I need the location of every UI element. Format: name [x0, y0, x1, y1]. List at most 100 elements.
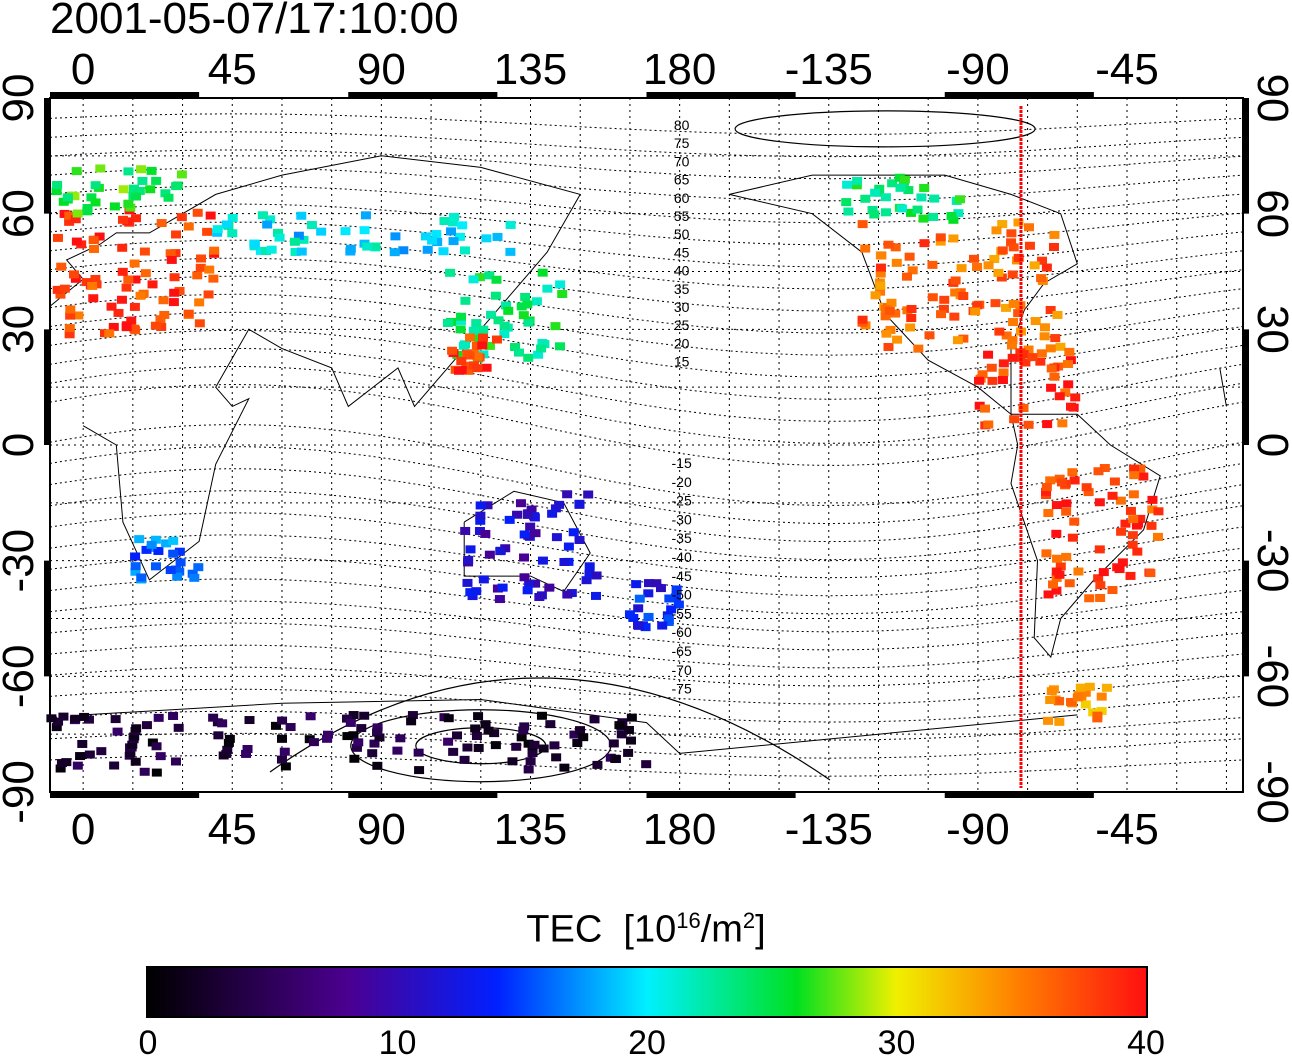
tec-cell	[894, 173, 905, 182]
tec-cell	[1013, 309, 1024, 318]
tec-cell	[64, 330, 75, 339]
tec-cell	[1054, 570, 1065, 579]
tec-cell	[670, 593, 681, 602]
contour-label: 70	[674, 153, 690, 169]
tec-cell	[1092, 711, 1103, 720]
tec-cell	[1065, 402, 1076, 411]
tec-cell	[1066, 697, 1077, 706]
lon-tick-label-bottom: 180	[643, 805, 716, 854]
tec-cell	[578, 733, 589, 742]
tec-cell	[495, 547, 506, 556]
tec-cell	[852, 176, 863, 185]
tec-cell	[1116, 527, 1127, 536]
tec-cell	[121, 283, 132, 292]
colorbar-tick-label: 40	[1127, 1024, 1165, 1062]
tec-cell	[51, 187, 62, 196]
tec-cell	[168, 549, 179, 558]
contour-label: 80	[674, 117, 690, 133]
tec-cell	[906, 304, 917, 313]
tec-cell	[484, 550, 495, 559]
tec-cell	[1054, 696, 1065, 705]
tec-cell	[345, 718, 356, 727]
tec-cell	[174, 567, 185, 576]
tec-cell	[370, 242, 381, 251]
lon-tick-label-top: -90	[946, 45, 1010, 94]
tec-cell	[65, 311, 76, 320]
tec-cell	[998, 359, 1009, 368]
tec-cell	[857, 220, 868, 229]
tec-cell	[481, 363, 492, 372]
colorbar-title-main: TEC	[526, 908, 603, 951]
tec-cell	[52, 180, 63, 189]
tec-cell	[244, 716, 255, 725]
tec-cell	[939, 295, 950, 304]
tec-cell	[1056, 478, 1067, 487]
tec-cell	[1020, 358, 1031, 367]
tec-cell	[413, 748, 424, 757]
contour-label: 60	[674, 190, 690, 206]
tec-cell	[1006, 229, 1017, 238]
lon-tick-label-bottom: 90	[357, 805, 406, 854]
tec-cell	[581, 576, 592, 585]
tec-cell	[113, 308, 124, 317]
tec-cell	[369, 739, 380, 748]
tec-cell	[1152, 532, 1163, 541]
tec-cell	[222, 745, 233, 754]
tec-cell	[518, 726, 529, 735]
tec-cell	[927, 260, 938, 269]
tec-cell	[448, 218, 459, 227]
tec-cell	[989, 254, 1000, 263]
magnetic-contour	[49, 446, 1243, 524]
tec-region-antarctic-peninsula	[1043, 682, 1112, 726]
tec-cell	[155, 752, 166, 761]
tec-cell	[901, 272, 912, 281]
tec-cell	[461, 361, 472, 370]
tec-cell	[1080, 700, 1091, 709]
magnetic-contour	[49, 311, 1243, 378]
tec-cell	[537, 556, 548, 565]
tec-cell	[169, 288, 180, 297]
tec-cell	[1098, 568, 1109, 577]
tec-cell	[90, 274, 101, 283]
tec-cell	[145, 185, 156, 194]
tec-cell	[991, 226, 1002, 235]
tec-cell	[279, 747, 290, 756]
tec-cell	[147, 280, 158, 289]
tec-cell	[96, 747, 107, 756]
tec-cell	[155, 315, 166, 324]
tec-cell	[880, 193, 891, 202]
tec-cell	[1096, 692, 1107, 701]
tec-cell	[533, 350, 544, 359]
colorbar-tick-label: 20	[628, 1024, 666, 1062]
tec-cell	[1041, 487, 1052, 496]
tec-cell	[130, 562, 141, 571]
tec-cell	[666, 605, 677, 614]
tec-cell	[520, 292, 531, 301]
tec-cell	[125, 748, 136, 757]
tec-cell	[1093, 467, 1104, 476]
tec-cell	[420, 232, 431, 241]
tec-cell	[904, 252, 915, 261]
colorbar-tick-label: 30	[877, 1024, 916, 1062]
tec-cell	[1045, 695, 1056, 704]
tec-cell	[150, 535, 161, 544]
tec-cell	[1046, 383, 1057, 392]
tec-cell	[88, 236, 99, 245]
tec-cell	[987, 376, 998, 385]
tec-cell	[475, 501, 486, 510]
tec-cell	[1023, 223, 1034, 232]
tec-cell	[398, 246, 409, 255]
tec-cell	[906, 314, 917, 323]
tec-cell	[131, 192, 142, 201]
tec-region-antarctica	[46, 711, 652, 777]
tec-cell	[159, 310, 170, 319]
tec-cell	[75, 752, 86, 761]
tec-cell	[174, 547, 185, 556]
tec-cell	[1153, 507, 1164, 516]
tec-cell	[997, 220, 1008, 229]
tec-cell	[212, 225, 223, 234]
tec-cell	[395, 734, 406, 743]
tec-cell	[1109, 477, 1120, 486]
tec-cell	[503, 306, 514, 315]
tec-cell	[499, 321, 510, 330]
